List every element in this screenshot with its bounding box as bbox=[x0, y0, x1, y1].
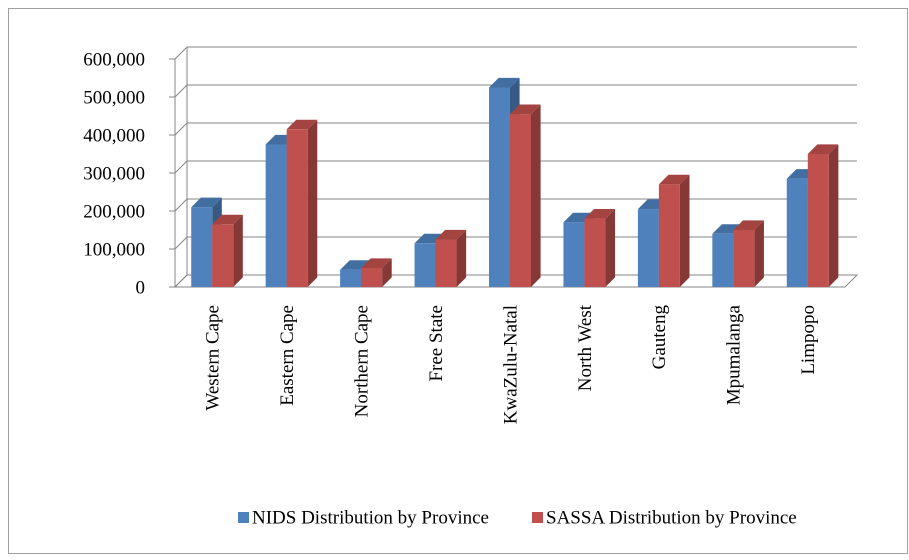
bar-top bbox=[658, 174, 690, 185]
grid-line bbox=[174, 198, 857, 212]
x-tick-label: North West bbox=[575, 304, 596, 391]
bar-group bbox=[584, 209, 616, 287]
bar bbox=[658, 184, 680, 287]
legend-swatch bbox=[238, 512, 249, 523]
bar bbox=[786, 178, 808, 287]
x-tick-label: Limpopo bbox=[798, 305, 819, 375]
bar bbox=[414, 243, 436, 287]
bar bbox=[191, 207, 213, 287]
bar-group bbox=[212, 214, 243, 287]
chart-border bbox=[8, 8, 908, 554]
y-tick-label: 200,000 bbox=[83, 201, 145, 222]
bar bbox=[584, 218, 606, 287]
bar-top bbox=[733, 220, 764, 230]
bar-side bbox=[754, 220, 764, 287]
legend-label: SASSA Distribution by Province bbox=[546, 507, 797, 528]
bar-side bbox=[233, 214, 243, 287]
bar-group bbox=[286, 119, 318, 287]
bar-side bbox=[531, 104, 541, 287]
y-tick-label: 600,000 bbox=[83, 49, 145, 70]
x-tick-label: KwaZulu-Natal bbox=[500, 305, 521, 424]
x-tick-label: Western Cape bbox=[203, 305, 224, 411]
y-tick-label: 100,000 bbox=[83, 239, 145, 260]
bar-top bbox=[510, 104, 541, 115]
x-tick-label: Eastern Cape bbox=[277, 305, 298, 406]
bar bbox=[510, 114, 531, 287]
x-tick-label: Northern Cape bbox=[351, 305, 372, 417]
y-tick-label: 300,000 bbox=[83, 163, 145, 184]
y-tick-label: 400,000 bbox=[83, 125, 145, 146]
bar-side bbox=[828, 144, 839, 287]
bar bbox=[712, 233, 734, 287]
bar bbox=[563, 222, 585, 287]
bar-group bbox=[733, 220, 764, 287]
bar-side bbox=[679, 174, 690, 287]
bar bbox=[361, 268, 383, 287]
bar-group bbox=[435, 229, 467, 287]
bar bbox=[212, 224, 234, 287]
bar-top bbox=[212, 214, 243, 225]
bar-top bbox=[807, 144, 839, 154]
bar-top bbox=[435, 229, 467, 240]
bar-side bbox=[307, 119, 318, 287]
x-tick-label: Free State bbox=[426, 305, 447, 382]
bar bbox=[733, 230, 755, 287]
bar bbox=[265, 144, 287, 287]
bar-side bbox=[382, 258, 392, 287]
grid-line bbox=[174, 236, 857, 250]
bar-side bbox=[605, 209, 616, 287]
bar-top bbox=[489, 77, 520, 88]
bar-top bbox=[584, 209, 616, 219]
x-tick-label: Mpumalanga bbox=[724, 304, 745, 405]
bar bbox=[637, 209, 659, 287]
bar-side bbox=[456, 229, 467, 287]
bar-group bbox=[510, 104, 541, 287]
bar-top bbox=[286, 119, 318, 130]
bar-top bbox=[191, 197, 222, 208]
bar-group bbox=[658, 174, 690, 287]
legend-label: NIDS Distribution by Province bbox=[252, 507, 489, 528]
grid-line bbox=[174, 84, 857, 98]
bar bbox=[435, 239, 457, 287]
legend-swatch bbox=[532, 512, 543, 523]
grid-line bbox=[174, 160, 857, 174]
bar bbox=[286, 129, 308, 287]
x-tick-label: Gauteng bbox=[649, 305, 670, 370]
grid-line bbox=[174, 122, 857, 136]
bar-top bbox=[361, 258, 392, 268]
bar-group bbox=[361, 258, 392, 287]
grid-line bbox=[174, 46, 857, 60]
bar bbox=[807, 154, 829, 287]
y-tick-label: 0 bbox=[136, 277, 146, 298]
bar bbox=[489, 87, 510, 287]
bar bbox=[340, 269, 362, 287]
bar-group bbox=[807, 144, 839, 287]
y-tick-label: 500,000 bbox=[83, 87, 145, 108]
grid-line bbox=[174, 274, 857, 288]
